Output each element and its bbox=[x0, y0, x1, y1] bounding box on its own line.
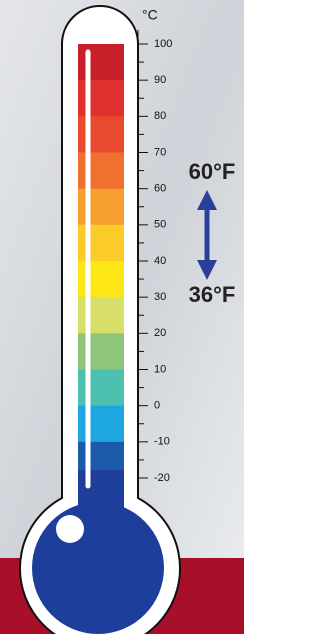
tick-label: 20 bbox=[154, 327, 166, 339]
tick-label: 30 bbox=[154, 291, 166, 303]
color-band bbox=[78, 116, 124, 153]
tick-label: -20 bbox=[154, 472, 170, 484]
color-band bbox=[78, 406, 124, 443]
color-band bbox=[78, 370, 124, 407]
color-band bbox=[78, 261, 124, 298]
bulb-highlight bbox=[56, 515, 84, 543]
tick-label: 40 bbox=[154, 255, 166, 267]
tick-label: 60 bbox=[154, 183, 166, 195]
color-band bbox=[78, 44, 124, 81]
tick-label: -10 bbox=[154, 436, 170, 448]
tick-label: 0 bbox=[154, 400, 160, 412]
color-band bbox=[78, 225, 124, 262]
upper-annotation: 60°F bbox=[189, 159, 236, 184]
tick-label: 80 bbox=[154, 110, 166, 122]
tick-label: 70 bbox=[154, 146, 166, 158]
unit-label: °C bbox=[142, 7, 158, 23]
tick-label: 10 bbox=[154, 363, 166, 375]
color-band bbox=[78, 153, 124, 190]
color-column bbox=[78, 44, 124, 479]
color-band bbox=[78, 297, 124, 334]
tick-label: 50 bbox=[154, 219, 166, 231]
lower-annotation: 36°F bbox=[189, 282, 236, 307]
tick-label: 90 bbox=[154, 74, 166, 86]
tick-label: 100 bbox=[154, 38, 172, 50]
color-band bbox=[78, 80, 124, 117]
bulb bbox=[32, 502, 164, 634]
color-band bbox=[78, 333, 124, 370]
color-band bbox=[78, 189, 124, 226]
